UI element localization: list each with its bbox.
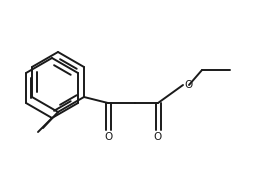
Text: O: O xyxy=(184,80,192,90)
Text: O: O xyxy=(104,132,112,142)
Text: O: O xyxy=(154,132,162,142)
